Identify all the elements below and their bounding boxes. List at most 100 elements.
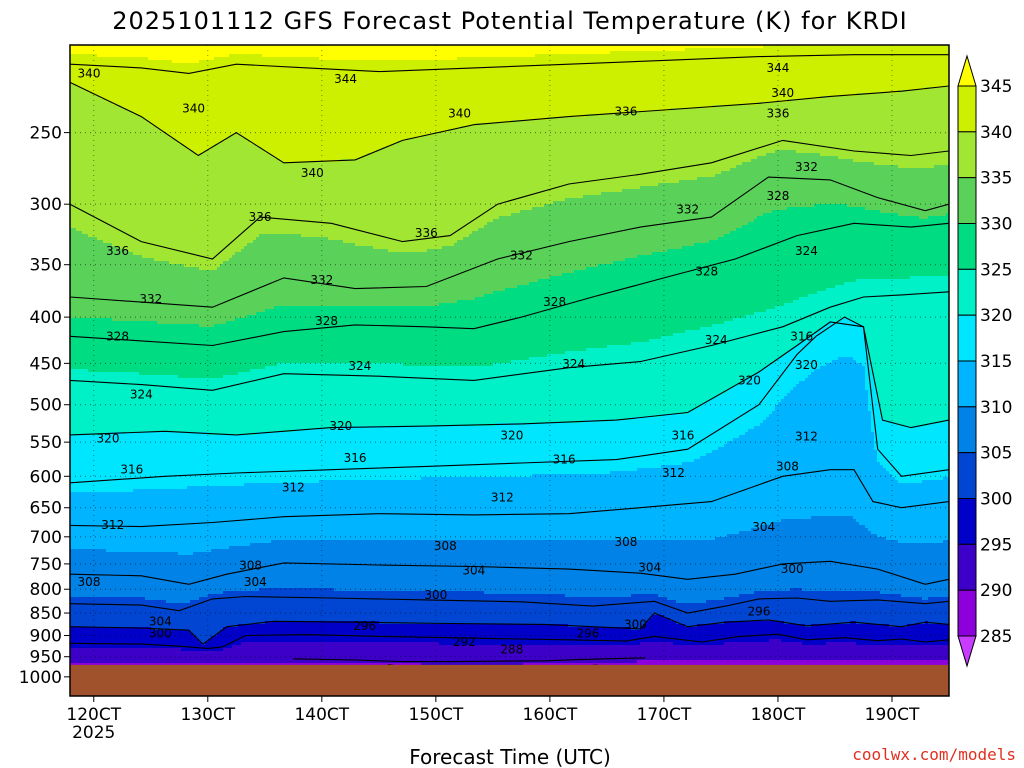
ground-surface bbox=[70, 665, 949, 696]
colorbar-swatch bbox=[958, 407, 976, 453]
contour-label: 296 bbox=[747, 605, 770, 619]
contour-label: 308 bbox=[614, 535, 637, 549]
x-tick-label: 180CT bbox=[751, 705, 806, 725]
x-tick-label: 140CT bbox=[294, 705, 349, 725]
colorbar-label: 325 bbox=[980, 260, 1012, 280]
y-tick-label: 650 bbox=[30, 499, 62, 519]
colorbar-label: 290 bbox=[980, 581, 1012, 601]
contour-label: 316 bbox=[344, 451, 367, 465]
contour-label: 308 bbox=[776, 459, 799, 473]
contour-label: 340 bbox=[771, 86, 794, 100]
x-tick-label: 130CT bbox=[180, 705, 235, 725]
contour-label: 312 bbox=[795, 429, 818, 443]
contour-label: 300 bbox=[781, 562, 804, 576]
contour-label: 340 bbox=[182, 101, 205, 115]
contour-label: 344 bbox=[334, 72, 357, 86]
contour-label: 320 bbox=[500, 429, 523, 443]
contour-label: 336 bbox=[766, 106, 789, 120]
colorbar-label: 320 bbox=[980, 306, 1012, 326]
contour-label: 300 bbox=[149, 626, 172, 640]
contour-label: 324 bbox=[130, 387, 153, 401]
y-axis: 2503003504004505005506006507007508008509… bbox=[19, 124, 70, 688]
contour-label: 336 bbox=[415, 226, 438, 240]
colorbar-swatch bbox=[958, 453, 976, 499]
colorbar-label: 305 bbox=[980, 444, 1012, 464]
colorbar-swatch bbox=[958, 315, 976, 361]
contour-label: 320 bbox=[795, 358, 818, 372]
x-tick-label: 170CT bbox=[637, 705, 692, 725]
colorbar-label: 300 bbox=[980, 490, 1012, 510]
colorbar-label: 330 bbox=[980, 215, 1012, 235]
contour-label: 308 bbox=[78, 575, 101, 589]
y-tick-label: 600 bbox=[30, 467, 62, 487]
colorbar-swatch bbox=[958, 178, 976, 224]
contour-label: 328 bbox=[106, 329, 129, 343]
contour-label: 328 bbox=[543, 295, 566, 309]
contour-label: 312 bbox=[662, 466, 685, 480]
contour-label: 300 bbox=[624, 617, 647, 631]
plot-area: 3403403443403403363363363363443403363323… bbox=[70, 45, 950, 697]
colorbar-swatch bbox=[958, 361, 976, 407]
contour-label: 300 bbox=[424, 588, 447, 602]
contour-label: 340 bbox=[301, 166, 324, 180]
contour-label: 324 bbox=[562, 357, 585, 371]
contour-label: 344 bbox=[766, 61, 789, 75]
colorbar-swatch bbox=[958, 224, 976, 270]
contour-label: 312 bbox=[282, 480, 305, 494]
contour-label: 332 bbox=[510, 249, 533, 263]
chart-title: 2025101112 GFS Forecast Potential Temper… bbox=[112, 7, 907, 35]
contour-label: 304 bbox=[462, 564, 485, 578]
contour-label: 332 bbox=[676, 202, 699, 216]
y-tick-label: 400 bbox=[30, 308, 62, 328]
contour-label: 292 bbox=[453, 635, 476, 649]
contour-label: 312 bbox=[101, 518, 124, 532]
contour-label: 316 bbox=[790, 329, 813, 343]
colorbar-swatch bbox=[958, 269, 976, 315]
y-tick-label: 300 bbox=[30, 195, 62, 215]
colorbar-label: 345 bbox=[980, 77, 1012, 97]
colorbar-bottom-triangle bbox=[958, 636, 976, 666]
contour-label: 324 bbox=[795, 244, 818, 258]
x-tick-label: 190CT bbox=[865, 705, 920, 725]
y-tick-label: 950 bbox=[30, 648, 62, 668]
colorbar-label: 285 bbox=[980, 627, 1012, 647]
contour-label: 328 bbox=[315, 314, 338, 328]
y-tick-label: 850 bbox=[30, 604, 62, 624]
colorbar-swatch bbox=[958, 499, 976, 545]
contour-label: 316 bbox=[553, 453, 576, 467]
contour-label: 320 bbox=[97, 432, 120, 446]
contour-label: 340 bbox=[448, 106, 471, 120]
colorbar-label: 310 bbox=[980, 398, 1012, 418]
colorbar-swatch bbox=[958, 590, 976, 636]
colorbar-top-triangle bbox=[958, 56, 976, 86]
contour-label: 336 bbox=[614, 105, 637, 119]
credit-link[interactable]: coolwx.com/models bbox=[852, 745, 1016, 764]
contour-label: 328 bbox=[695, 264, 718, 278]
x-axis-label: Forecast Time (UTC) bbox=[409, 745, 611, 768]
contour-label: 324 bbox=[348, 359, 371, 373]
y-tick-label: 250 bbox=[30, 124, 62, 144]
contour-label: 328 bbox=[766, 189, 789, 203]
colorbar-label: 340 bbox=[980, 123, 1012, 143]
colorbar-label: 315 bbox=[980, 352, 1012, 372]
colorbar-swatch bbox=[958, 544, 976, 590]
x-tick-label: 150CT bbox=[409, 705, 464, 725]
y-tick-label: 800 bbox=[30, 580, 62, 600]
contour-label: 320 bbox=[329, 419, 352, 433]
contour-label: 312 bbox=[491, 490, 514, 504]
y-tick-label: 750 bbox=[30, 555, 62, 575]
contour-label: 288 bbox=[500, 643, 523, 657]
contour-label: 304 bbox=[244, 575, 267, 589]
contour-label: 316 bbox=[671, 429, 694, 443]
y-tick-label: 550 bbox=[30, 433, 62, 453]
contour-label: 320 bbox=[738, 373, 761, 387]
y-tick-label: 450 bbox=[30, 354, 62, 374]
contour-label: 324 bbox=[705, 333, 728, 347]
x-tick-sublabel: 2025 bbox=[72, 723, 115, 743]
contour-label: 308 bbox=[239, 558, 262, 572]
contour-label: 304 bbox=[638, 561, 661, 575]
y-tick-label: 1000 bbox=[19, 668, 62, 688]
